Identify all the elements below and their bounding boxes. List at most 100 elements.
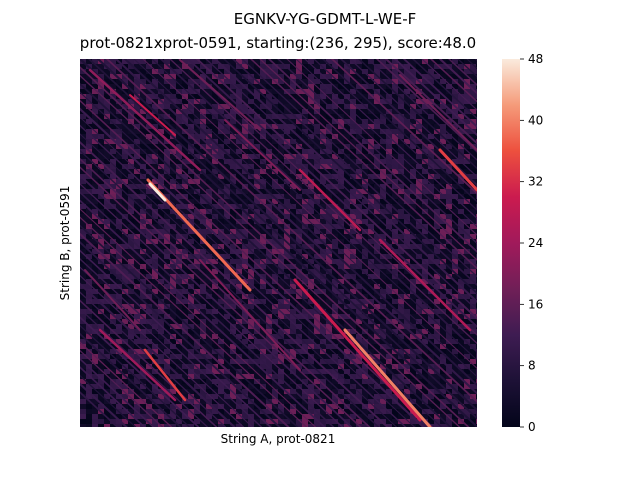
heatmap-cell	[146, 249, 152, 254]
heatmap-cell	[200, 209, 206, 214]
heatmap-cell	[344, 99, 350, 104]
heatmap-cell	[86, 134, 92, 139]
heatmap-cell	[296, 314, 302, 319]
heatmap-cell	[122, 159, 128, 164]
heatmap-cell	[332, 174, 338, 179]
heatmap-cell	[422, 144, 428, 149]
heatmap-cell	[140, 69, 146, 74]
heatmap-cell	[80, 379, 86, 384]
heatmap-cell	[236, 374, 242, 379]
heatmap-cell	[368, 324, 374, 329]
heatmap-cell	[188, 324, 194, 329]
heatmap-cell	[296, 149, 302, 154]
heatmap-cell	[446, 259, 452, 264]
heatmap-cell	[206, 164, 212, 169]
heatmap-cell	[458, 224, 464, 229]
heatmap-cell	[386, 224, 392, 229]
heatmap-cell	[206, 294, 212, 299]
heatmap-cell	[416, 99, 422, 104]
heatmap-cell	[230, 144, 236, 149]
heatmap-cell	[224, 319, 230, 324]
heatmap-cell	[212, 109, 218, 114]
heatmap-cell	[476, 229, 477, 234]
heatmap-cell	[464, 104, 470, 109]
heatmap-cell	[158, 279, 164, 284]
heatmap-cell	[476, 189, 477, 194]
heatmap-cell	[218, 69, 224, 74]
heatmap-cell	[476, 84, 477, 89]
heatmap-cell	[338, 334, 344, 339]
heatmap-cell	[146, 114, 152, 119]
heatmap-cell	[446, 84, 452, 89]
heatmap-cell	[254, 309, 260, 314]
heatmap-cell	[320, 259, 326, 264]
heatmap-cell	[314, 149, 320, 154]
heatmap-cell	[362, 274, 368, 279]
heatmap-cell	[434, 139, 440, 144]
heatmap-cell	[392, 94, 398, 99]
heatmap-cell	[374, 244, 380, 249]
heatmap-cell	[272, 424, 278, 427]
heatmap-cell	[146, 324, 152, 329]
heatmap-cell	[344, 74, 350, 79]
heatmap-cell	[284, 399, 290, 404]
heatmap-cell	[362, 289, 368, 294]
heatmap-cell	[428, 329, 434, 334]
heatmap-cell	[314, 269, 320, 274]
heatmap-cell	[254, 99, 260, 104]
heatmap-cell	[194, 104, 200, 109]
heatmap-cell	[416, 149, 422, 154]
heatmap-cell	[470, 409, 476, 414]
heatmap-cell	[194, 294, 200, 299]
heatmap-cell	[440, 354, 446, 359]
heatmap-cell	[422, 319, 428, 324]
heatmap-cell	[254, 199, 260, 204]
heatmap-cell	[230, 139, 236, 144]
heatmap-cell	[242, 289, 248, 294]
heatmap-cell	[332, 79, 338, 84]
heatmap-cell	[236, 224, 242, 229]
heatmap-cell	[344, 199, 350, 204]
heatmap-cell	[320, 204, 326, 209]
heatmap-cell	[104, 294, 110, 299]
heatmap-cell	[176, 379, 182, 384]
heatmap-cell	[446, 379, 452, 384]
heatmap-cell	[116, 194, 122, 199]
heatmap-cell	[296, 249, 302, 254]
heatmap-cell	[188, 229, 194, 234]
heatmap-cell	[122, 409, 128, 414]
heatmap-cell	[362, 264, 368, 269]
heatmap-cell	[194, 309, 200, 314]
heatmap-cell	[380, 69, 386, 74]
heatmap-cell	[236, 199, 242, 204]
heatmap-cell	[422, 349, 428, 354]
heatmap-cell	[86, 419, 92, 424]
heatmap-cell	[332, 139, 338, 144]
heatmap-cell	[92, 214, 98, 219]
heatmap-cell	[92, 164, 98, 169]
heatmap-cell	[86, 84, 92, 89]
heatmap-cell	[170, 419, 176, 424]
heatmap-cell	[440, 244, 446, 249]
heatmap-cell	[272, 349, 278, 354]
heatmap-cell	[80, 214, 86, 219]
heatmap-cell	[278, 249, 284, 254]
heatmap-cell	[218, 214, 224, 219]
heatmap-cell	[284, 189, 290, 194]
heatmap-cell	[266, 104, 272, 109]
heatmap-cell	[98, 399, 104, 404]
heatmap-cell	[362, 259, 368, 264]
heatmap-cell	[374, 319, 380, 324]
heatmap-cell	[104, 219, 110, 224]
heatmap-cell	[344, 109, 350, 114]
heatmap-cell	[332, 214, 338, 219]
heatmap-cell	[266, 344, 272, 349]
heatmap-cell	[314, 179, 320, 184]
heatmap-cell	[338, 319, 344, 324]
heatmap-cell	[98, 99, 104, 104]
heatmap-cell	[368, 74, 374, 79]
heatmap-cell	[122, 144, 128, 149]
heatmap-cell	[308, 94, 314, 99]
heatmap-cell	[272, 314, 278, 319]
heatmap-cell	[98, 394, 104, 399]
